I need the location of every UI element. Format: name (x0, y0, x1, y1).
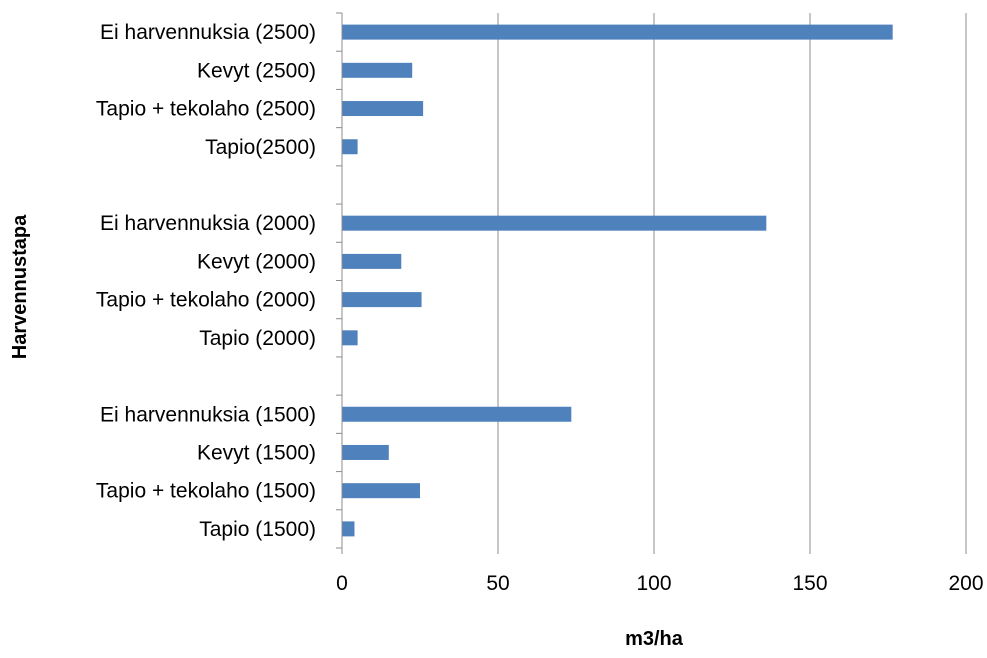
x-tick-label-100: 100 (636, 572, 671, 595)
bar (342, 521, 355, 537)
x-tick-label-150: 150 (792, 572, 827, 595)
bar (342, 62, 413, 78)
bar (342, 330, 358, 346)
category-label: Kevyt (2500) (197, 59, 316, 82)
category-label: Tapio + tekolaho (2500) (96, 98, 316, 121)
grid-layer (497, 13, 967, 548)
bar (342, 24, 893, 40)
category-label: Kevyt (2000) (197, 250, 316, 273)
bar (342, 253, 402, 269)
category-label: Ei harvennuksia (1500) (100, 403, 316, 426)
category-label: Tapio + tekolaho (2000) (96, 289, 316, 312)
x-tick-label-200: 200 (948, 572, 983, 595)
category-label: Kevyt (1500) (197, 441, 316, 464)
x-axis-title: m3/ha (625, 628, 684, 650)
x-tick-label-50: 50 (486, 572, 509, 595)
bar (342, 139, 358, 155)
bar-layer (342, 24, 893, 537)
category-label: Ei harvennuksia (2000) (100, 212, 316, 235)
bar (342, 444, 389, 460)
bar (342, 483, 420, 499)
category-label: Tapio + tekolaho (1500) (96, 480, 316, 503)
category-label: Ei harvennuksia (2500) (100, 21, 316, 44)
label-layer: 0 50 100 150 200 Ei harvennuksia (2500) Kevyt … (96, 21, 984, 595)
bar (342, 215, 767, 231)
bar (342, 101, 424, 117)
y-axis-title: Harvennustapa (9, 214, 31, 359)
axis-layer (336, 12, 967, 554)
category-label: Tapio (1500) (199, 518, 316, 541)
category-label: Tapio (2000) (199, 327, 316, 350)
category-label: Tapio(2500) (205, 136, 316, 159)
bar (342, 292, 422, 308)
x-tick-label-0: 0 (336, 572, 348, 595)
bar (342, 406, 572, 422)
